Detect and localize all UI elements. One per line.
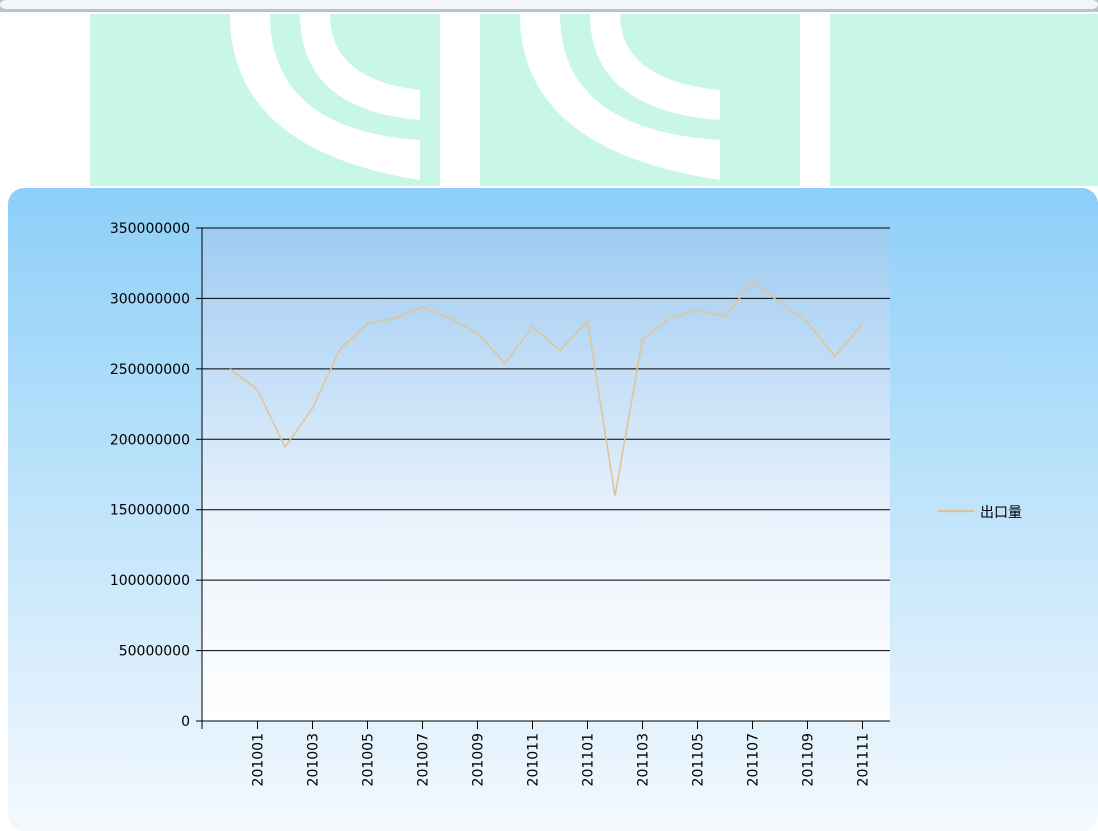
x-tick-label: 201109	[801, 733, 817, 786]
watermark	[0, 12, 1098, 188]
y-tick-label: 350000000	[110, 221, 190, 237]
x-tick-label: 201005	[361, 733, 377, 786]
y-tick-label: 150000000	[110, 503, 190, 519]
plot-area	[202, 228, 890, 721]
y-tick-label: 250000000	[110, 362, 190, 378]
x-tick-label: 201001	[251, 733, 267, 786]
top-bar-inner	[0, 0, 1098, 9]
x-tick-label: 201107	[746, 733, 762, 786]
x-tick-label: 201101	[581, 733, 597, 786]
y-tick-label: 300000000	[110, 291, 190, 307]
y-tick-label: 0	[181, 714, 190, 730]
x-tick-label: 201011	[526, 733, 542, 786]
x-tick-label: 201103	[636, 733, 652, 786]
legend-label: 出口量	[980, 505, 1022, 521]
y-tick-label: 200000000	[110, 432, 190, 448]
x-tick-label: 201007	[416, 733, 432, 786]
chart: 0 50000000 100000000 150000000 200000000 2500…	[110, 221, 1022, 786]
x-tick-label: 201105	[691, 733, 707, 786]
x-tick-label: 201003	[306, 733, 322, 786]
y-tick-label: 50000000	[119, 644, 190, 660]
series-line	[229, 280, 864, 496]
y-tick-label: 100000000	[110, 573, 190, 589]
x-tick-label: 201111	[856, 733, 872, 786]
x-tick-label: 201009	[471, 733, 487, 786]
